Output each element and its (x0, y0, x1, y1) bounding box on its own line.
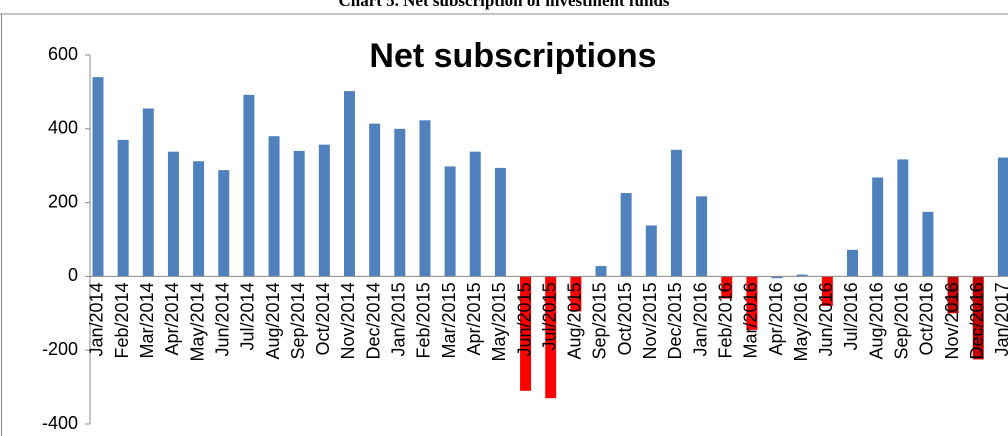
x-tick-label: Nov/2015 (640, 282, 660, 359)
bar (922, 211, 934, 277)
bar (268, 136, 280, 277)
x-tick-label: May/2016 (791, 282, 811, 361)
bar (947, 276, 959, 314)
bar (746, 276, 758, 330)
bar (670, 149, 682, 277)
bar (620, 193, 632, 277)
x-tick-label: Jan/2017 (992, 282, 1008, 356)
x-tick-label: Oct/2014 (313, 282, 333, 355)
bar (369, 123, 381, 277)
x-tick-label: Sep/2016 (892, 282, 912, 359)
y-tick-label: 200 (48, 191, 78, 211)
x-tick-label: Jul/2014 (238, 282, 258, 350)
bar (645, 225, 657, 277)
x-tick-label: Dec/2015 (665, 282, 685, 359)
bar (167, 151, 179, 277)
chart-caption: Chart 5. Net subscription of investment … (338, 0, 669, 10)
x-tick-label: Feb/2014 (112, 282, 132, 358)
x-tick-label: May/2015 (489, 282, 509, 361)
x-tick-label: May/2014 (187, 282, 207, 361)
bar (444, 166, 456, 277)
bar (142, 108, 154, 277)
x-tick-label: Oct/2016 (917, 282, 937, 355)
bar (721, 276, 733, 299)
bar (293, 150, 305, 277)
x-tick-label: Aug/2014 (263, 282, 283, 359)
bar (897, 159, 909, 277)
y-tick-label: -200 (42, 339, 78, 359)
bar (847, 249, 858, 277)
bar (696, 196, 708, 277)
bar (92, 77, 104, 277)
x-tick-label: Feb/2016 (716, 282, 736, 358)
bar (494, 167, 506, 277)
x-tick-label: Sep/2014 (288, 282, 308, 359)
bar (117, 139, 129, 277)
x-tick-label: Sep/2015 (590, 282, 610, 359)
y-tick-label: 400 (48, 118, 78, 138)
bar (972, 276, 984, 360)
bar (469, 151, 481, 277)
x-tick-label: Jan/2014 (87, 282, 107, 356)
bar (570, 276, 582, 312)
chart-title: Net subscriptions (369, 37, 656, 75)
x-tick-label: Jan/2015 (389, 282, 409, 356)
bar (318, 144, 330, 277)
x-tick-label: Jan/2016 (690, 282, 710, 356)
x-tick-label: Jul/2015 (539, 282, 559, 350)
bar (218, 170, 230, 277)
x-tick-label: Dec/2016 (967, 282, 987, 359)
bar (193, 161, 205, 277)
bar (243, 94, 255, 277)
x-tick-label: Oct/2015 (615, 282, 635, 355)
x-tick-label: Jul/2016 (841, 282, 861, 350)
bar (595, 266, 607, 277)
x-tick-label: Jun/2014 (213, 282, 233, 356)
x-tick-label: Apr/2015 (464, 282, 484, 355)
y-tick-label: 0 (68, 265, 78, 285)
bar (394, 128, 406, 277)
y-tick-label: -400 (42, 413, 78, 433)
bar (997, 157, 1008, 277)
x-tick-label: Nov/2014 (338, 282, 358, 359)
bar (872, 177, 884, 277)
x-tick-label: Feb/2015 (414, 282, 434, 358)
x-tick-label: Jun/2015 (514, 282, 534, 356)
bar (796, 274, 808, 277)
y-tick-label: 600 (48, 44, 78, 64)
x-tick-label: Mar/2015 (439, 282, 459, 358)
x-tick-label: Aug/2015 (565, 282, 585, 359)
x-tick-label: Apr/2016 (766, 282, 786, 355)
x-tick-label: Nov/2016 (942, 282, 962, 359)
x-tick-label: Mar/2016 (741, 282, 761, 358)
bar (545, 276, 557, 399)
x-tick-label: Dec/2014 (363, 282, 383, 359)
x-tick-label: Aug/2016 (866, 282, 886, 359)
bar (821, 276, 833, 306)
x-tick-label: Mar/2014 (137, 282, 157, 358)
bar (344, 91, 355, 277)
bar (771, 276, 783, 279)
x-tick-label: Jun/2016 (816, 282, 836, 356)
bar (520, 276, 532, 391)
bar (419, 120, 431, 277)
x-tick-label: Apr/2014 (162, 282, 182, 355)
